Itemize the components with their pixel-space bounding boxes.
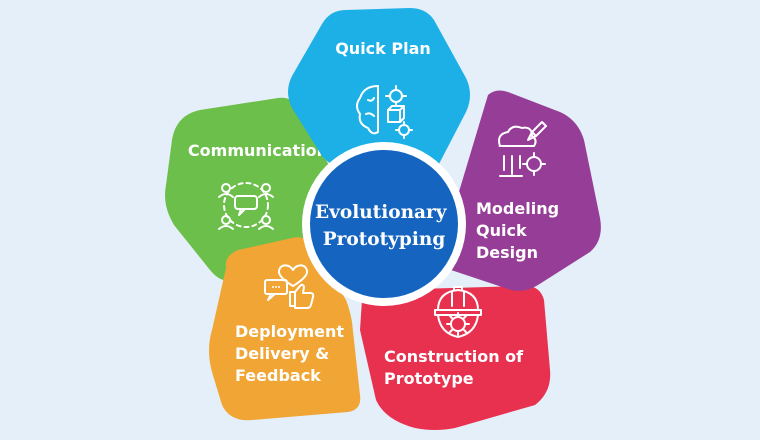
stage-quick-plan: Quick Plan (288, 8, 470, 177)
label-line: Construction of (384, 347, 524, 366)
label-line: Delivery & (235, 344, 329, 363)
center-title-line: Evolutionary (315, 202, 448, 223)
label-line: Modeling (476, 199, 559, 218)
label-line: Quick Plan (335, 39, 431, 58)
brain-gears-icon (356, 85, 413, 139)
feedback-thumbs-up-icon (264, 264, 315, 309)
petal-construction-of-prototype (360, 285, 551, 430)
petal-modeling-quick-design (435, 90, 601, 291)
center-circle (310, 150, 458, 298)
design-tools-icon (498, 121, 547, 177)
team-chat-icon (218, 182, 274, 230)
label-construction-of-prototype: Construction of Prototype (384, 347, 529, 388)
stage-construction-of-prototype: Construction of Prototype (360, 285, 551, 430)
stage-modeling-quick-design: Modeling Quick Design (435, 90, 601, 291)
label-line: Communication (188, 141, 328, 160)
label-line: Quick (476, 221, 527, 240)
label-line: Feedback (235, 366, 321, 385)
label-modeling-quick-design: Modeling Quick Design (476, 199, 565, 262)
label-deployment-delivery-feedback: Deployment Delivery & Feedback (235, 322, 350, 385)
center-title: Evolutionary Prototyping (315, 202, 453, 250)
center-hub: Evolutionary Prototyping (302, 142, 466, 306)
stage-deployment-delivery-feedback: Deployment Delivery & Feedback (209, 237, 361, 421)
label-line: Prototype (384, 369, 474, 388)
label-line: Deployment (235, 322, 344, 341)
label-quick-plan: Quick Plan (335, 39, 431, 58)
center-title-line: Prototyping (323, 229, 446, 250)
label-communication: Communication (188, 141, 328, 160)
hardhat-gear-icon (434, 286, 482, 338)
petal-deployment-delivery-feedback (209, 237, 361, 421)
label-line: Design (476, 243, 538, 262)
